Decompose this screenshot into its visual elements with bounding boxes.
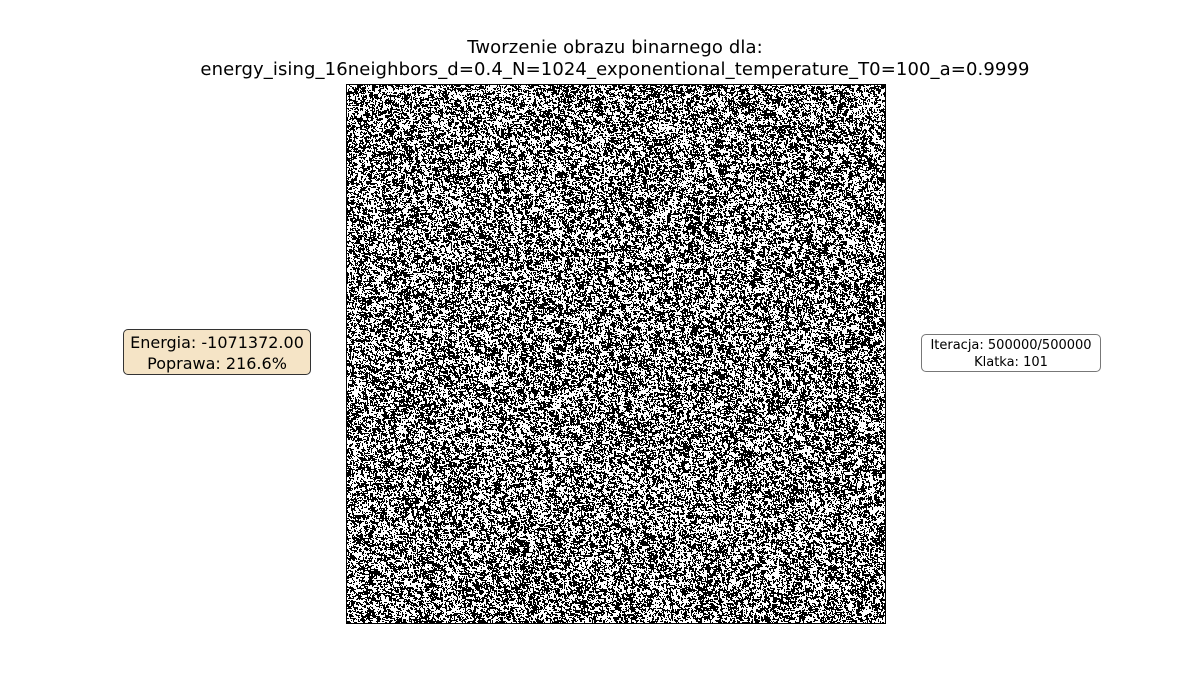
energy-value: Energia: -1071372.00 [130,333,304,352]
figure-title: Tworzenie obrazu binarnego dla: energy_i… [0,37,1200,81]
iteration-info-box: Iteracja: 500000/500000 Klatka: 101 [921,334,1101,372]
binary-image-frame [346,84,886,624]
iteration-value: Iteracja: 500000/500000 [930,338,1092,353]
title-line-2: energy_ising_16neighbors_d=0.4_N=1024_ex… [200,59,1030,80]
improvement-value: Poprawa: 216.6% [147,354,287,373]
energy-info-box: Energia: -1071372.00 Poprawa: 216.6% [123,329,311,375]
frame-value: Klatka: 101 [974,355,1048,370]
binary-image [347,85,885,623]
title-line-1: Tworzenie obrazu binarnego dla: [467,37,763,58]
